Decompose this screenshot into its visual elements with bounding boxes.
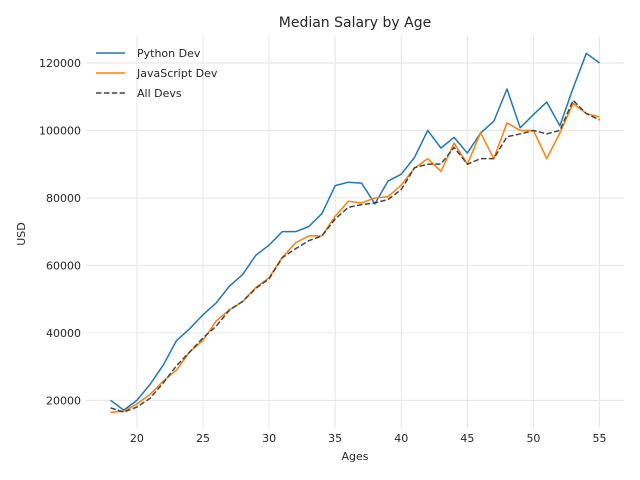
- x-tick-label: 35: [328, 432, 342, 445]
- series-line-all-devs: [110, 99, 600, 413]
- x-tick-label: 45: [460, 432, 474, 445]
- plot-area: [86, 36, 624, 428]
- y-tick-label: 100000: [39, 124, 81, 137]
- series-line-python-dev: [109, 52, 600, 411]
- x-tick-label: 20: [130, 432, 144, 445]
- x-tick-labels: 20 25 30 35 40 45 50 55: [130, 432, 607, 445]
- x-tick-label: 50: [526, 432, 540, 445]
- chart-title: Median Salary by Age: [279, 15, 432, 31]
- x-axis-label: Ages: [341, 450, 368, 463]
- plot-background: [86, 36, 624, 428]
- grid: [86, 36, 624, 428]
- series-lines: [109, 52, 600, 414]
- y-tick-label: 120000: [39, 57, 81, 70]
- y-tick-label: 20000: [46, 394, 81, 407]
- legend: Python Dev JavaScript Dev All Devs: [96, 47, 218, 100]
- x-tick-label: 30: [262, 432, 276, 445]
- y-axis-label: USD: [15, 222, 28, 246]
- y-tick-label: 40000: [46, 327, 81, 340]
- x-tick-label: 55: [593, 432, 607, 445]
- legend-entry-python: Python Dev: [96, 47, 201, 60]
- legend-label-all-devs: All Devs: [137, 87, 182, 100]
- x-tick-label: 40: [394, 432, 408, 445]
- x-tick-label: 25: [196, 432, 210, 445]
- legend-entry-all-devs: All Devs: [96, 87, 182, 100]
- y-tick-label: 60000: [46, 259, 81, 272]
- y-tick-labels: 20000 40000 60000 80000 100000 120000: [39, 57, 81, 407]
- legend-label-javascript: JavaScript Dev: [136, 67, 218, 80]
- y-tick-label: 80000: [46, 192, 81, 205]
- legend-entry-javascript: JavaScript Dev: [96, 67, 218, 80]
- legend-label-python: Python Dev: [137, 47, 201, 60]
